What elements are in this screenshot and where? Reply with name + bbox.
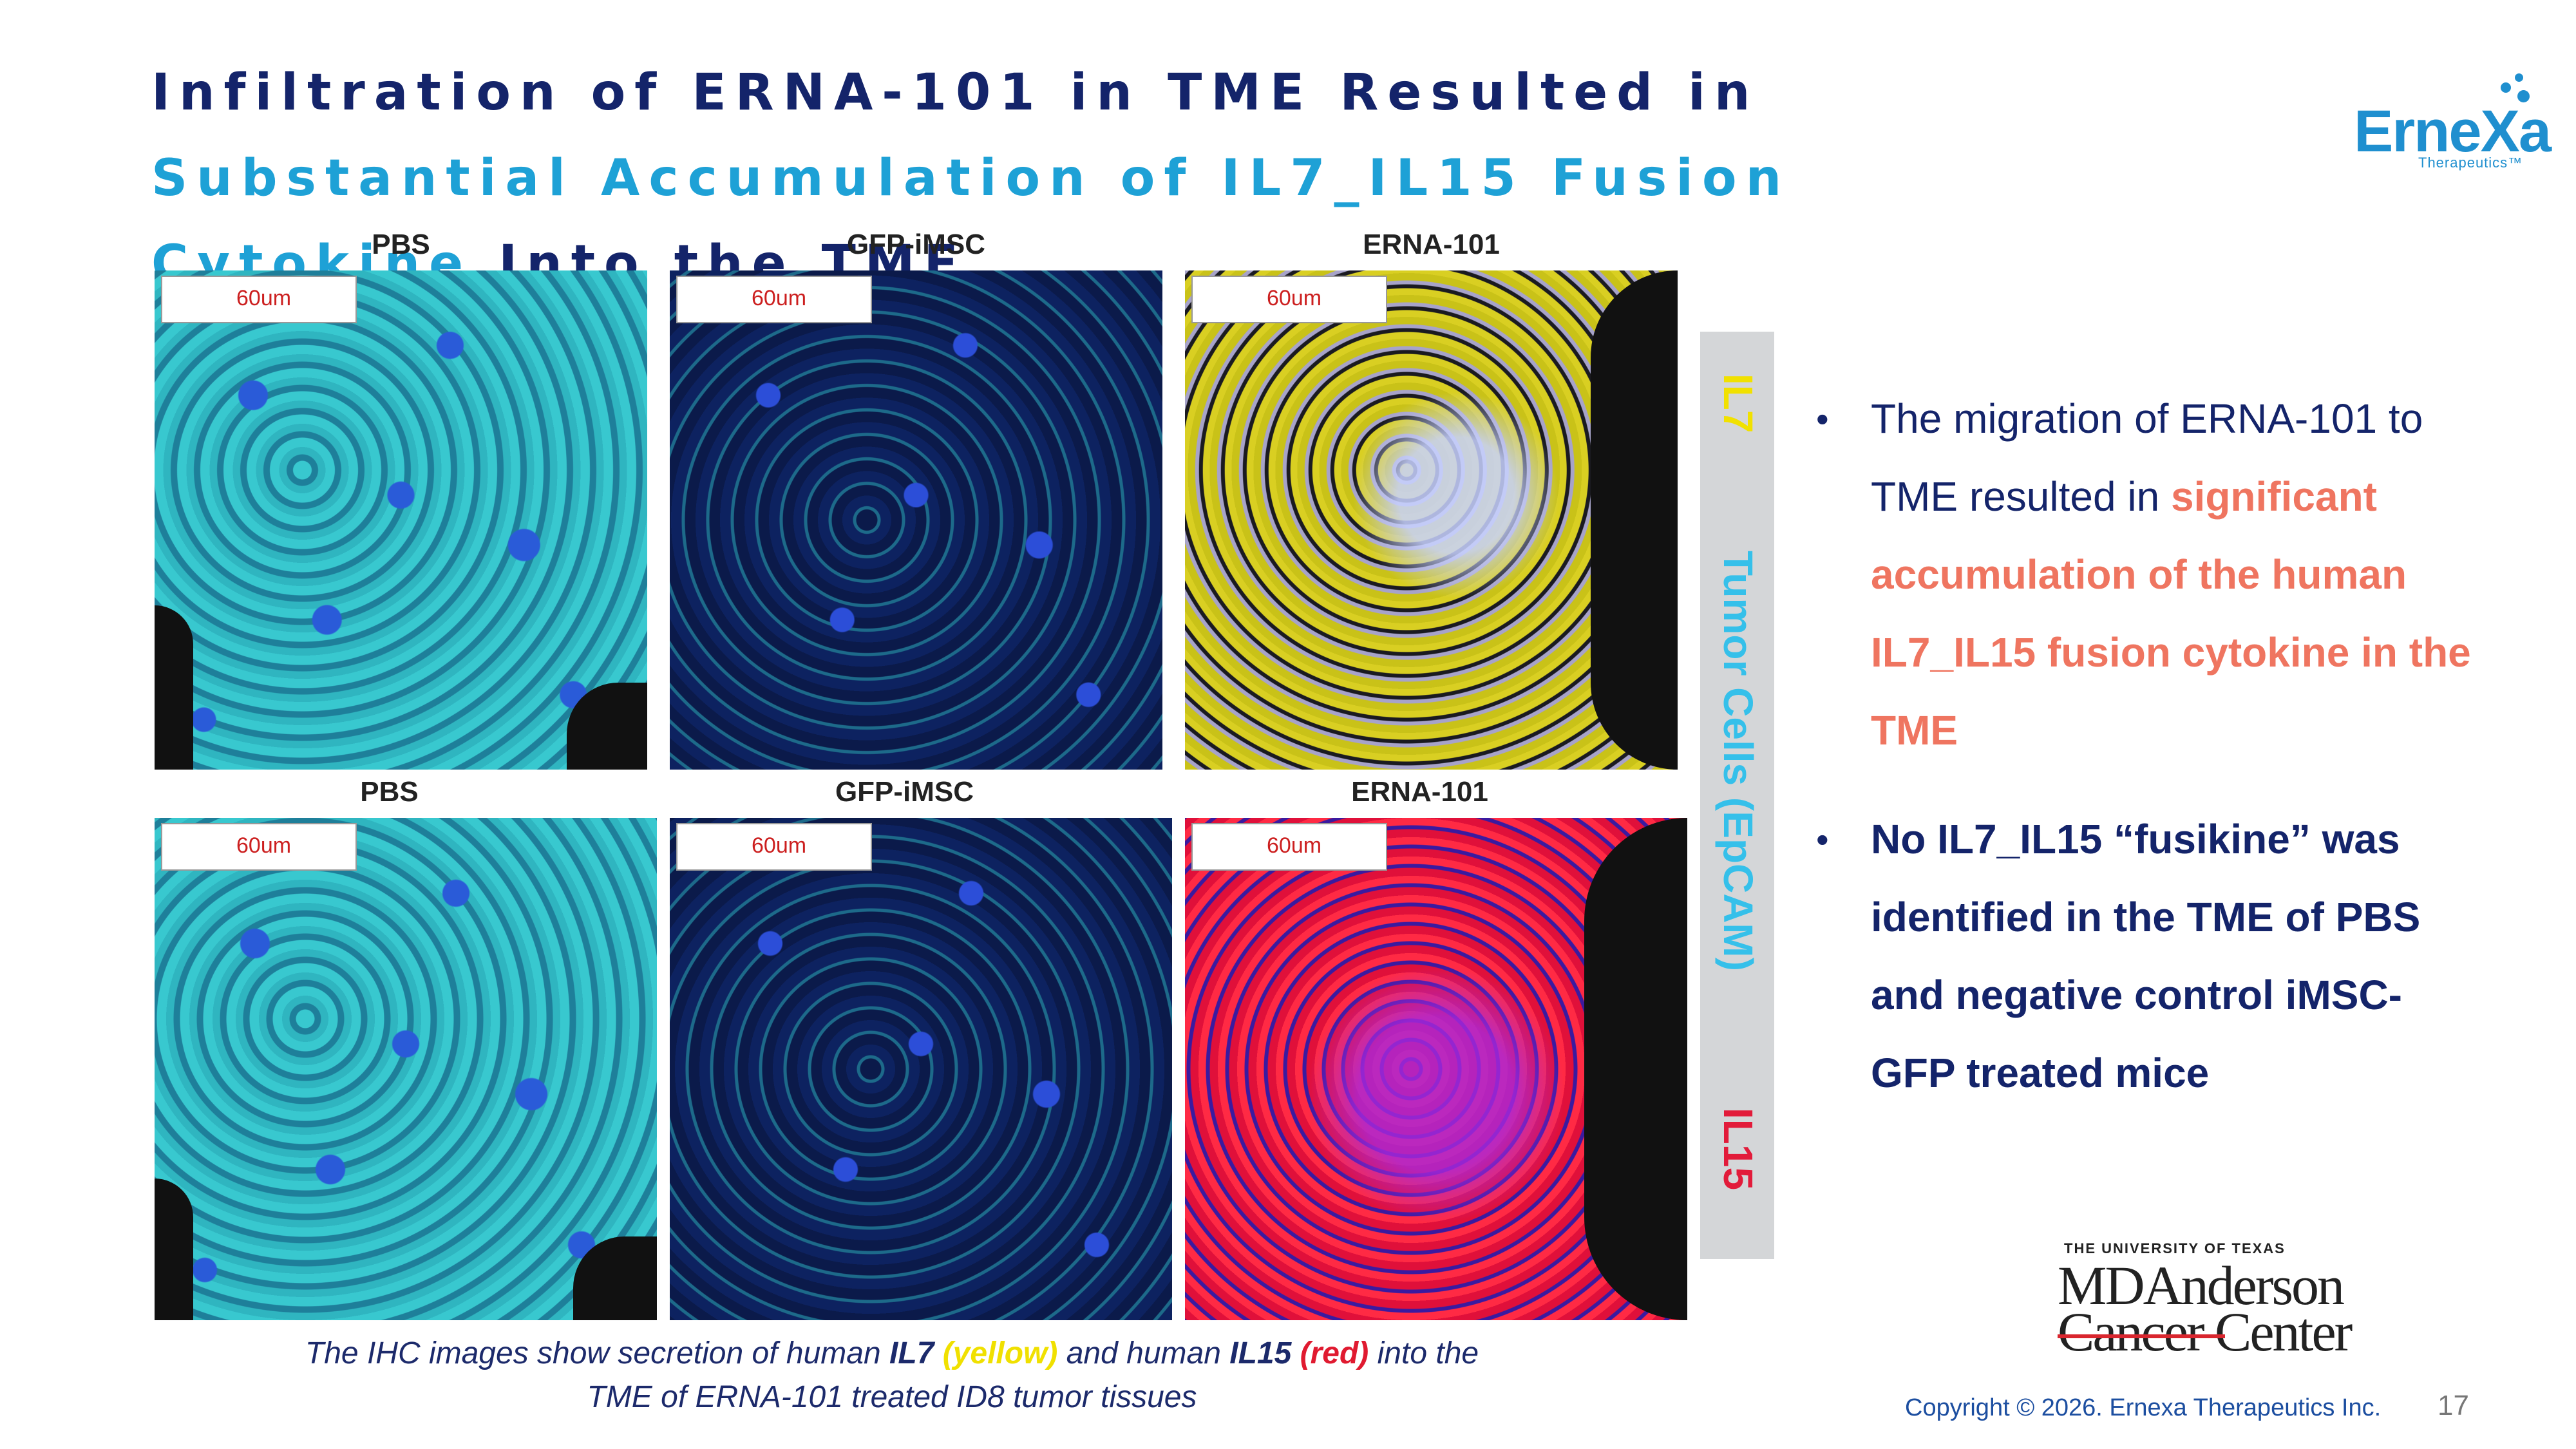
scale-bar: 60um (161, 276, 357, 323)
logo-tagline: Therapeutics™ (2418, 155, 2523, 171)
panel-label-gfp-top: GFP-iMSC (846, 229, 986, 260)
legend-il7: IL7 (1715, 374, 1761, 433)
findings-list: The migration of ERNA-101 to TME resulte… (1803, 380, 2479, 1112)
logo-dot-icon (2515, 73, 2523, 82)
ihc-panel-erna-il7: 60um (1185, 270, 1678, 770)
legend-tumor-cells: Tumor Cells (EpCAM) (1715, 551, 1761, 972)
stain-legend-sidebar: IL7 Tumor Cells (EpCAM) IL15 (1700, 332, 1774, 1259)
panel-label-erna-top: ERNA-101 (1363, 229, 1500, 260)
ihc-panel-pbs-il7: 60um (155, 270, 647, 770)
copyright-notice: Copyright © 2026. Ernexa Therapeutics In… (1905, 1394, 2382, 1421)
ihc-panel-erna-il15: 60um (1185, 818, 1687, 1320)
bullet-migration: The migration of ERNA-101 to TME resulte… (1803, 380, 2479, 770)
logo-dot-icon (2501, 82, 2511, 93)
logo-wordmark: ErneXa (2354, 99, 2552, 164)
bullet-no-fusikine: No IL7_IL15 “fusikine” was identified in… (1803, 800, 2479, 1112)
ernexa-logo: ErneXa Therapeutics™ (2354, 72, 2553, 175)
ihc-panel-gfp-il15: 60um (670, 818, 1172, 1320)
figure-caption: The IHC images show secretion of human I… (305, 1336, 1479, 1414)
logo-dot-icon (2517, 90, 2530, 102)
title-part-1: Infiltration of ERNA-101 in TME Resulted… (151, 64, 1759, 122)
scale-bar: 60um (676, 276, 872, 323)
ihc-panel-gfp-il7: 60um (670, 270, 1162, 770)
slide-title: Infiltration of ERNA-101 in TME Resulted… (151, 50, 2083, 307)
panel-label-erna-bottom: ERNA-101 (1351, 776, 1488, 808)
panel-label-pbs-bottom: PBS (360, 776, 419, 808)
ihc-panel-pbs-il15: 60um (155, 818, 657, 1320)
legend-il15: IL15 (1715, 1108, 1761, 1191)
panel-label-pbs-top: PBS (372, 229, 430, 260)
page-number: 17 (2438, 1390, 2469, 1421)
title-highlight: Substantial Accumulation of IL7_IL15 Fus… (151, 149, 1791, 293)
scale-bar: 60um (1191, 823, 1387, 871)
scale-bar: 60um (161, 823, 357, 871)
panel-label-gfp-bottom: GFP-iMSC (835, 776, 974, 808)
md-anderson-logo: THE UNIVERSITY OF TEXAS MDAnderson Cance… (2058, 1240, 2353, 1363)
scale-bar: 60um (1191, 276, 1387, 323)
scale-bar: 60um (676, 823, 872, 871)
